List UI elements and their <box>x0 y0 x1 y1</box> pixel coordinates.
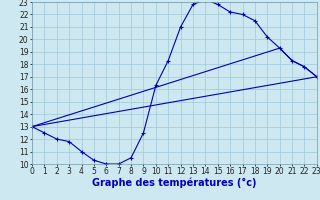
X-axis label: Graphe des températures (°c): Graphe des températures (°c) <box>92 178 257 188</box>
